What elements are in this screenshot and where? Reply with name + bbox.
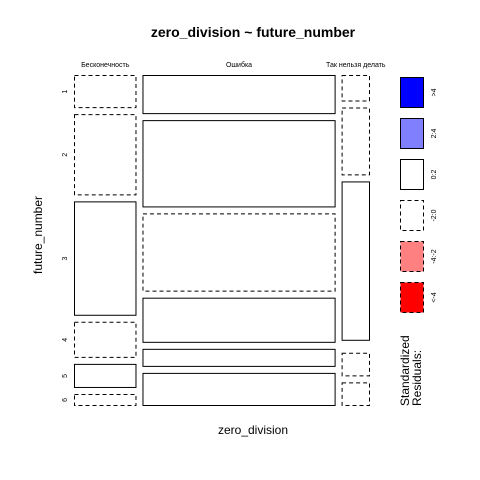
legend-swatch: [400, 241, 424, 272]
row-labels: 1 2 3 4 5 6: [62, 90, 69, 402]
legend-swatch: [400, 118, 424, 149]
mosaic-tile: [74, 114, 137, 196]
legend-label: <-4: [431, 292, 438, 302]
mosaic-tile: [341, 382, 371, 406]
column-label: Так нельзя делать: [326, 62, 386, 69]
mosaic-tile: [341, 352, 371, 377]
column-labels: Бесконечность Ошибка Так нельзя делать: [81, 61, 386, 69]
mosaic-tile: [74, 201, 137, 316]
row-label: 6: [62, 398, 69, 402]
mosaic-tiles: [74, 75, 371, 407]
legend-label: -2:0: [431, 209, 438, 221]
row-label: 5: [62, 374, 69, 378]
legend-label: 2:4: [431, 129, 438, 139]
mosaic-tile: [74, 75, 137, 109]
mosaic-tile: [142, 348, 336, 367]
legend-swatch: [400, 159, 424, 190]
mosaic-tile: [341, 75, 371, 102]
legend-title: StandardizedResiduals:: [398, 335, 424, 406]
column-label: Бесконечность: [81, 62, 130, 69]
mosaic-tile: [142, 75, 336, 115]
row-label: 3: [62, 257, 69, 261]
mosaic-tile: [142, 213, 336, 292]
mosaic-tile: [74, 393, 137, 406]
mosaic-tile: [142, 120, 336, 208]
row-label: 2: [62, 153, 69, 157]
legend-swatch: [400, 200, 424, 231]
mosaic-tile: [74, 363, 137, 388]
column-label: Ошибка: [226, 61, 252, 69]
mosaic-tile: [142, 297, 336, 343]
legend-label: 0:2: [431, 170, 438, 180]
mosaic-tile: [341, 181, 371, 341]
legend-label: -4:-2: [431, 249, 438, 264]
row-label: 1: [62, 90, 69, 94]
legend-swatch: [400, 77, 424, 108]
chart-title: zero_division ~ future_number: [151, 24, 356, 40]
legend: >4 2:4 0:2 -2:0 -4:-2 <-4 StandardizedResidual…: [398, 77, 438, 406]
row-label: 4: [62, 338, 69, 342]
y-axis-title: future_number: [31, 196, 45, 274]
mosaic-tile: [142, 372, 336, 407]
mosaic-tile: [74, 321, 137, 358]
x-axis-title: zero_division: [218, 423, 288, 437]
legend-swatch: [400, 282, 424, 313]
legend-label: >4: [431, 88, 438, 96]
mosaic-tile: [341, 107, 371, 176]
